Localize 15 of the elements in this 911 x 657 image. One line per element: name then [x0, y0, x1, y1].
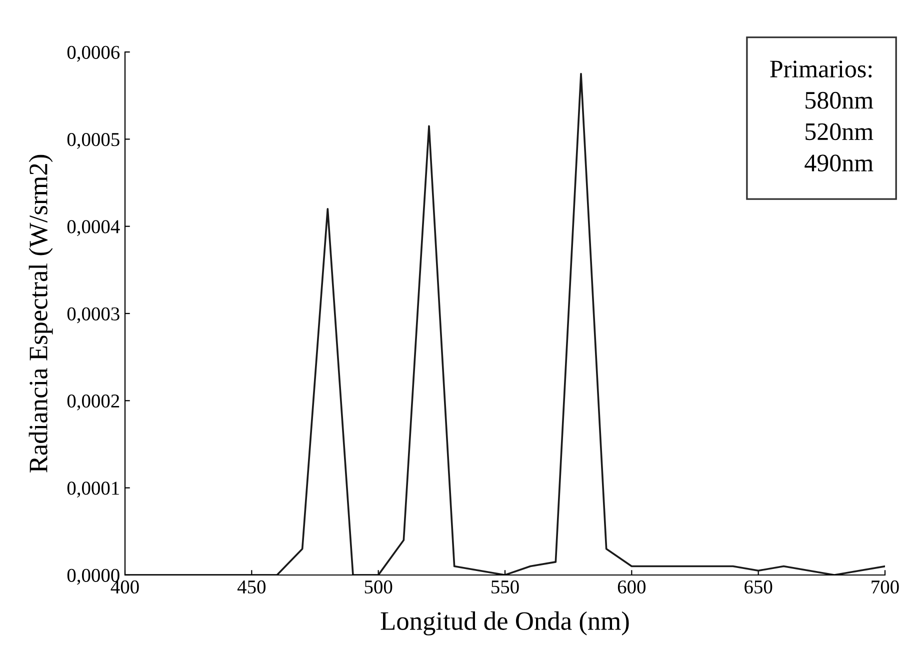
y-tick-label: 0,0005	[67, 132, 120, 149]
annotation: Primarios: 580nm 520nm 490nm	[770, 60, 874, 172]
x-tick-label: 450	[237, 580, 266, 594]
x-axis-title: Longitud de Onda (nm)	[380, 611, 629, 636]
y-tick-label: 0,0002	[67, 394, 120, 410]
x-tick-label: 700	[872, 580, 899, 594]
x-tick-label: 550	[492, 580, 519, 594]
x-tick-label: 650	[744, 580, 772, 594]
y-tick-label: 0,0003	[67, 307, 120, 324]
x-tick-label: 600	[618, 580, 646, 594]
y-axis-title: Radiancia Espectral (W/srm2)	[28, 154, 53, 472]
x-tick-label: 500	[364, 580, 392, 594]
y-tick-label: 0,0001	[67, 482, 119, 498]
y-tick-label: 0,0006	[67, 46, 120, 62]
y-tick-label: 0,0004	[67, 220, 120, 236]
